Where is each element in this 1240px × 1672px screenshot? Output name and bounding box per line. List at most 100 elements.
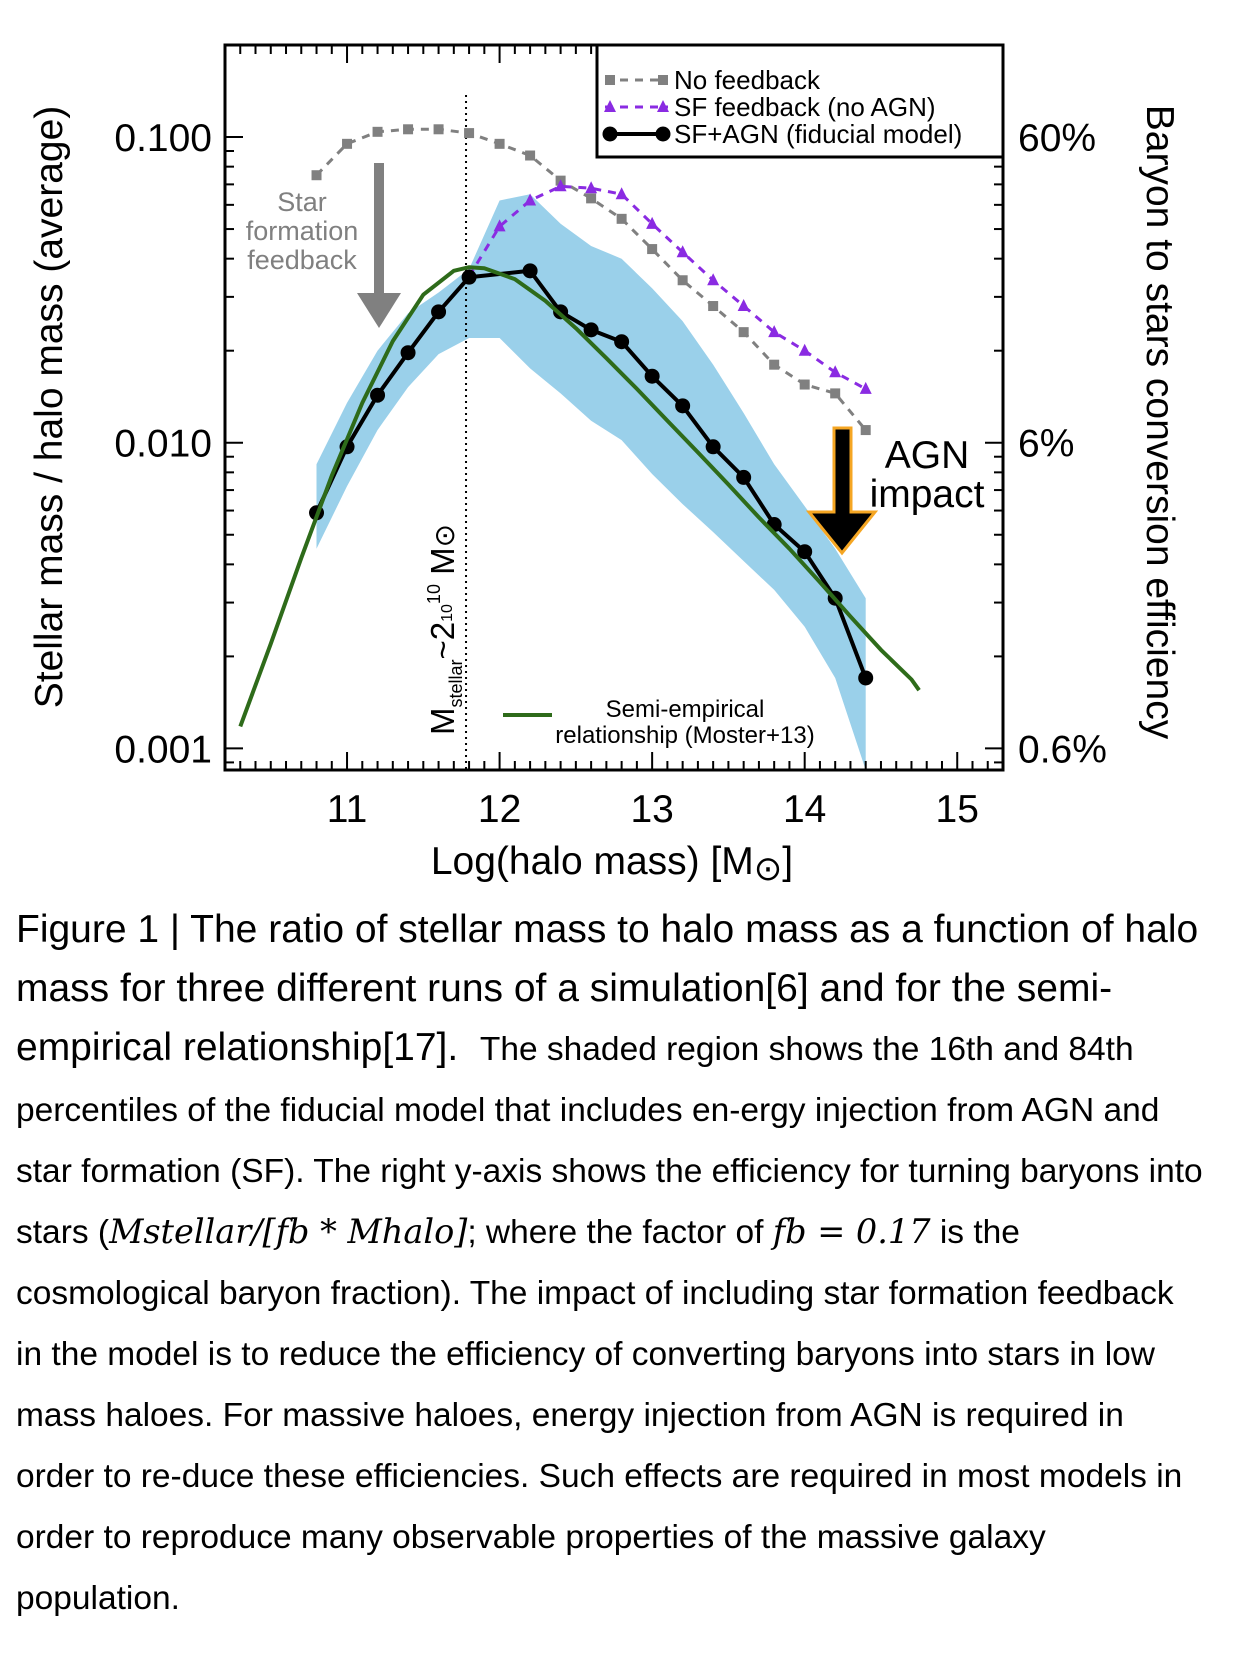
axis-labels: 11 12 13 14 15 0.001 0.6% 0.010 6% 0.100 60% Log(ha… <box>28 105 1181 888</box>
legend-label: SF feedback (no AGN) <box>674 92 936 122</box>
marker-triangle-10 <box>768 325 781 338</box>
y-right-axis-label-text: Baryon to stars conversion efficiency <box>1138 105 1181 740</box>
marker-square-7 <box>525 150 536 161</box>
marker-triangle-9 <box>737 299 750 312</box>
y-right-tick-label: 6% <box>1018 423 1074 466</box>
x-tick-label: 11 <box>327 788 368 831</box>
vline-label: Mstellar~21010 M⊙ <box>424 524 466 735</box>
y-axis-label: Stellar mass / halo mass (average) <box>28 106 71 709</box>
marker-triangle-3 <box>554 179 567 192</box>
agn-text-line-1: AGN <box>885 434 970 477</box>
y-right-tick-label: 60% <box>1018 117 1096 160</box>
marker-square-9 <box>586 193 597 204</box>
x-tick-label: 13 <box>630 788 673 831</box>
marker-square-11 <box>647 244 658 255</box>
vline-group: Mstellar~21010 M⊙ <box>424 95 468 770</box>
marker-triangle-2 <box>524 193 537 206</box>
marker-square-13 <box>708 301 719 312</box>
marker-square-6 <box>494 138 505 149</box>
caption-body-1: The shaded region shows the 16th and 84t… <box>16 1031 1203 1251</box>
marker-circle-17 <box>858 670 874 686</box>
marker-triangle-1 <box>493 219 506 232</box>
caption-fb: fb = 0.17 <box>772 1212 931 1251</box>
marker-square-5 <box>464 128 475 139</box>
series-no-feedback <box>311 124 871 436</box>
marker-square-17 <box>830 388 841 399</box>
caption-formula: Mstellar/[fb * Mhalo] <box>109 1212 468 1251</box>
legend-item-2: SF+AGN (fiducial model) <box>602 119 962 149</box>
marker-circle-11 <box>675 398 691 414</box>
star-formation-text: formation <box>246 216 359 246</box>
agn-text-line-2: impact <box>870 473 985 516</box>
star-formation-arrow-shaft <box>374 163 384 293</box>
series-sf-agn-fiducial-model <box>309 263 874 686</box>
marker-square-2 <box>372 126 383 137</box>
marker-square-b <box>658 75 668 85</box>
marker-circle-a <box>602 126 618 142</box>
y-right-axis-label: Baryon to stars conversion efficiency <box>1138 105 1181 740</box>
marker-circle-12 <box>705 439 721 455</box>
marker-circle-13 <box>736 469 752 485</box>
x-tick-label: 12 <box>478 788 521 831</box>
marker-square-15 <box>769 359 780 370</box>
x-tick-label: 15 <box>936 788 979 831</box>
marker-circle-9 <box>614 334 630 350</box>
legend-item-1: SF feedback (no AGN) <box>604 92 936 122</box>
marker-circle-4 <box>431 304 447 320</box>
marker-circle-3 <box>400 345 416 361</box>
star-formation-arrow-head <box>357 293 401 328</box>
marker-square-16 <box>799 379 810 390</box>
legend-item-0: No feedback <box>605 65 821 95</box>
y-right-tick-label: 0.6% <box>1018 728 1107 771</box>
legend-label: No feedback <box>674 65 821 95</box>
marker-triangle-11 <box>798 343 811 356</box>
caption-body-2: ; where the factor of <box>467 1214 773 1251</box>
marker-circle-5 <box>461 269 477 285</box>
y-tick-label: 0.001 <box>114 728 212 771</box>
marker-square-14 <box>738 327 749 338</box>
band-area <box>316 194 866 770</box>
marker-circle-15 <box>797 544 813 560</box>
marker-triangle-5 <box>615 187 628 200</box>
vline-label-text: Mstellar~21010 M⊙ <box>424 524 466 735</box>
marker-triangle-8 <box>707 273 720 286</box>
legend-semi-line-2: relationship (Moster+13) <box>555 722 814 749</box>
marker-square-0 <box>311 170 322 181</box>
y-tick-label: 0.010 <box>114 423 212 466</box>
marker-triangle-7 <box>676 245 689 258</box>
series-line-sf-feedback-no-agn <box>467 184 867 391</box>
marker-square-3 <box>403 124 414 135</box>
marker-circle-6 <box>522 263 538 279</box>
figure-caption: Figure 1 | The ratio of stellar mass to … <box>16 900 1206 1628</box>
series-semi-empirical-relationship-moster-13 <box>238 265 921 728</box>
y-axis-label-text: Stellar mass / halo mass (average) <box>28 106 71 709</box>
x-tick-label: 14 <box>783 788 826 831</box>
chart: Mstellar~21010 M⊙ 11 12 13 14 15 0.001 0.6% 0.0… <box>28 43 1181 888</box>
star-formation-text: Star <box>277 187 327 217</box>
agn-arrow <box>805 426 879 556</box>
percentile-band <box>316 194 866 770</box>
caption-body-3: is the cosmological baryon fraction). Th… <box>16 1214 1183 1617</box>
marker-triangle-13 <box>859 381 872 394</box>
series-sf-feedback-no-agn <box>463 179 872 394</box>
marker-circle-10 <box>644 368 660 384</box>
legend-label: SF+AGN (fiducial model) <box>674 119 962 149</box>
marker-square-4 <box>433 124 444 135</box>
marker-triangle-6 <box>646 216 659 229</box>
ticks <box>224 44 1004 770</box>
y-tick-label: 0.100 <box>114 117 212 160</box>
series-line-semi-empirical-relationship-moster-13 <box>238 265 921 728</box>
marker-square-18 <box>860 425 871 436</box>
marker-square-12 <box>677 275 688 286</box>
marker-square-10 <box>616 213 627 224</box>
x-axis-label: Log(halo mass) [M⊙] <box>431 840 793 888</box>
caption-lead: Figure 1 | The ratio of stellar mass to … <box>16 908 1199 1069</box>
legend-semi-line-1: Semi-empirical <box>606 696 765 723</box>
marker-triangle-4 <box>585 181 598 194</box>
marker-circle-b <box>655 126 671 142</box>
